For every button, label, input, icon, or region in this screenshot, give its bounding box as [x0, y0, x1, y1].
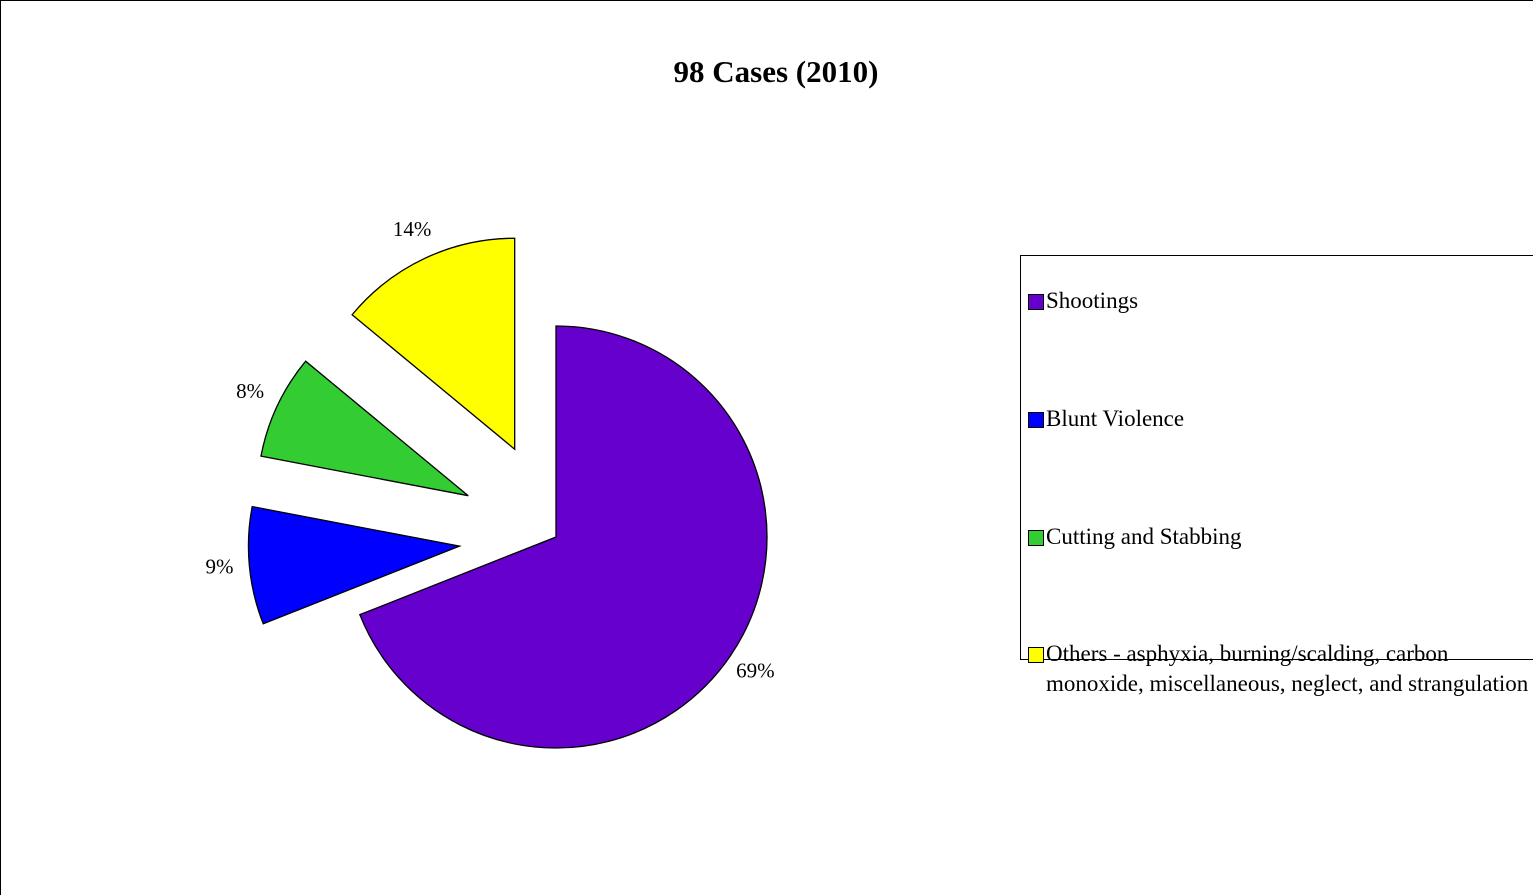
- legend-swatch: [1028, 530, 1044, 546]
- legend-swatch: [1028, 412, 1044, 428]
- legend-swatch: [1028, 647, 1044, 663]
- data-label: 8%: [236, 379, 264, 403]
- chart-title: 98 Cases (2010): [674, 54, 879, 89]
- legend-label: Blunt Violence: [1046, 406, 1185, 431]
- pie-slice: [260, 360, 469, 497]
- legend-label: Shootings: [1046, 288, 1139, 313]
- legend-item: Cutting and Stabbing: [1046, 524, 1242, 549]
- data-label: 9%: [206, 555, 234, 579]
- pie-slice: [247, 505, 462, 625]
- legend-item: Blunt Violence: [1046, 406, 1185, 431]
- data-label: 69%: [736, 658, 775, 682]
- legend-box: [1020, 255, 1533, 660]
- legend-label: Others - asphyxia, burning/scalding, car…: [1046, 641, 1529, 696]
- data-label: 14%: [393, 217, 432, 241]
- legend-label: Cutting and Stabbing: [1046, 524, 1242, 549]
- pie-slice: [358, 325, 768, 749]
- legend-item: Others - asphyxia, burning/scalding, car…: [1046, 641, 1529, 696]
- legend-swatch: [1028, 294, 1044, 310]
- legend-item: Shootings: [1046, 288, 1139, 313]
- pie-slice: [351, 237, 516, 451]
